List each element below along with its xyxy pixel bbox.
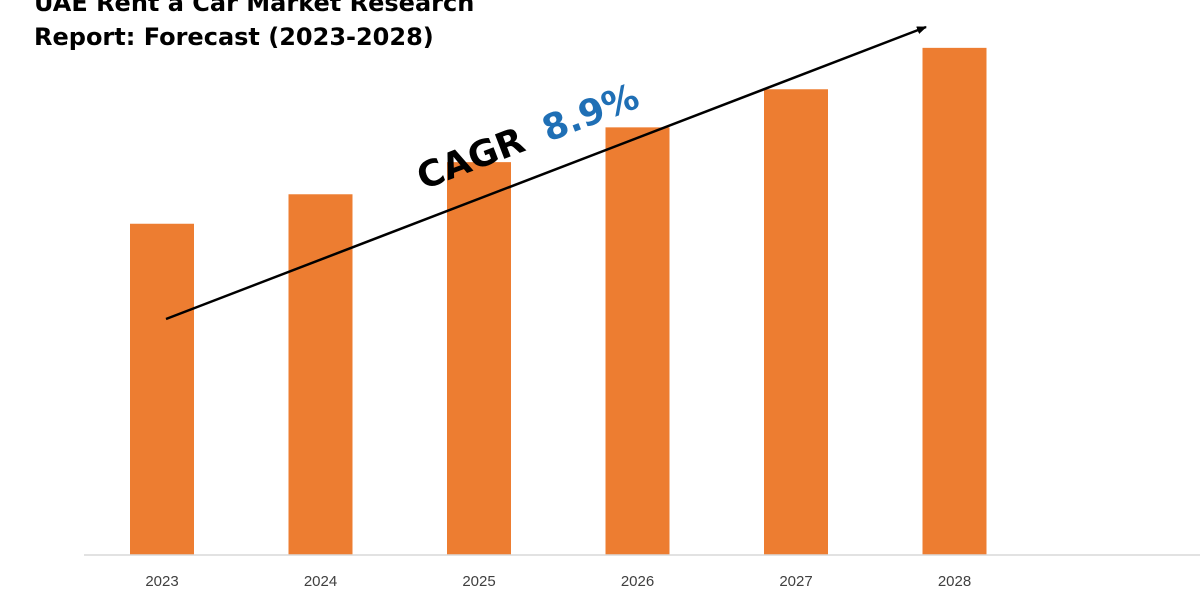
title-line-2: Report: Forecast (2023-2028) xyxy=(34,23,434,51)
title-line-1: UAE Rent a Car Market Research xyxy=(34,0,475,17)
x-tick-label-2028: 2028 xyxy=(938,573,971,590)
bar-2027 xyxy=(764,89,828,555)
bar-2024 xyxy=(288,194,353,556)
x-tick-label-2024: 2024 xyxy=(304,573,337,590)
x-tick-labels: 2023 2024 2025 2026 2027 2028 xyxy=(145,573,971,590)
bar-2025 xyxy=(447,162,511,555)
chart-title: UAE Rent a Car Market Research Report: F… xyxy=(34,0,474,54)
bar-2028 xyxy=(922,47,987,555)
bar-2026 xyxy=(605,127,670,555)
x-tick-label-2027: 2027 xyxy=(779,573,812,590)
x-tick-label-2025: 2025 xyxy=(462,573,495,590)
trend-arrow xyxy=(165,25,927,321)
x-tick-label-2023: 2023 xyxy=(145,573,178,590)
bars-group xyxy=(130,47,987,556)
x-tick-label-2026: 2026 xyxy=(621,573,654,590)
bar-2023 xyxy=(130,223,194,555)
